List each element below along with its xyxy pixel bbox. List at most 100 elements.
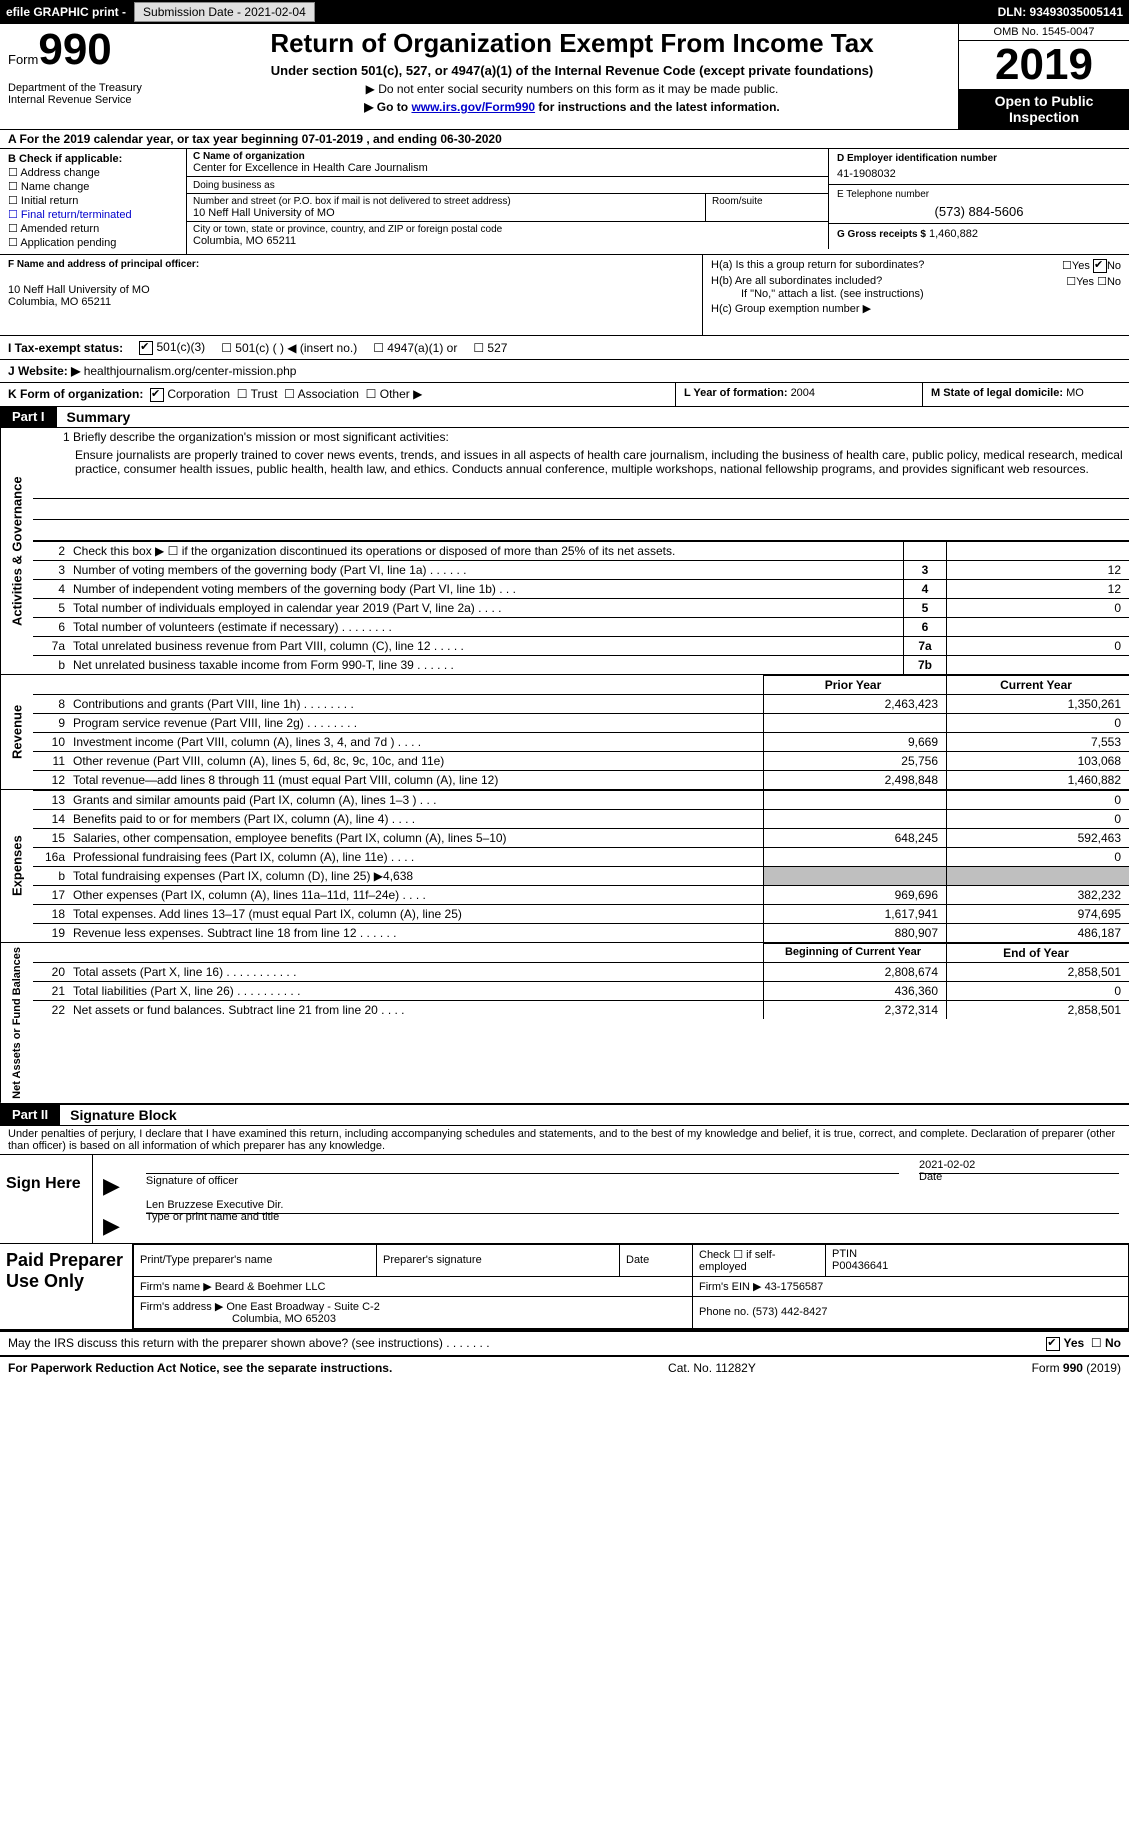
prep-check-hdr: Check ☐ if self-employed (693, 1244, 826, 1276)
chk-501c3[interactable] (139, 341, 153, 355)
row-m-label: M State of legal domicile: (931, 387, 1066, 399)
box-b: B Check if applicable: Address change Na… (0, 149, 187, 254)
chk-initial-return[interactable]: Initial return (8, 194, 178, 207)
box-c-name-label: C Name of organization (193, 151, 822, 162)
chk-final-return[interactable]: Final return/terminated (8, 208, 178, 221)
chk-application-pending[interactable]: Application pending (8, 236, 178, 249)
table-row: 6Total number of volunteers (estimate if… (33, 618, 1129, 637)
table-row: 13Grants and similar amounts paid (Part … (33, 791, 1129, 810)
form-header: Form990 Department of the Treasury Inter… (0, 24, 1129, 129)
city-label: City or town, state or province, country… (193, 224, 822, 235)
vtab-revenue: Revenue (0, 675, 33, 789)
part-2-header: Part II Signature Block (0, 1104, 1129, 1126)
table-row: 5Total number of individuals employed in… (33, 599, 1129, 618)
table-row: bTotal fundraising expenses (Part IX, co… (33, 867, 1129, 886)
table-header: Prior YearCurrent Year (33, 676, 1129, 695)
city-value: Columbia, MO 65211 (193, 235, 822, 247)
mission-text: Ensure journalists are properly trained … (33, 446, 1129, 478)
ssn-note: ▶ Do not enter social security numbers o… (192, 82, 952, 96)
section-b-c-d: B Check if applicable: Address change Na… (0, 148, 1129, 254)
table-row: 19Revenue less expenses. Subtract line 1… (33, 924, 1129, 943)
row-j-label: J Website: ▶ (8, 364, 80, 378)
submission-date-button[interactable]: Submission Date - 2021-02-04 (134, 2, 315, 22)
footer-right: Form 990 (2019) (1032, 1361, 1121, 1375)
row-k-label: K Form of organization: (8, 387, 143, 401)
form990-link[interactable]: www.irs.gov/Form990 (411, 100, 535, 114)
box-b-label: B Check if applicable: (8, 153, 122, 165)
street-value: 10 Neff Hall University of MO (193, 207, 699, 219)
h-b-answers: ☐Yes ☐No (1066, 275, 1121, 288)
state-domicile: MO (1066, 387, 1084, 399)
net-assets-section: Net Assets or Fund Balances Beginning of… (0, 943, 1129, 1104)
tax-year: 2019 (959, 41, 1129, 89)
h-b-question: H(b) Are all subordinates included? (711, 275, 882, 288)
table-row: 4Number of independent voting members of… (33, 580, 1129, 599)
discuss-row: May the IRS discuss this return with the… (0, 1331, 1129, 1355)
sign-here-label: Sign Here (0, 1155, 92, 1243)
h-a-question: H(a) Is this a group return for subordin… (711, 259, 924, 273)
table-row: 8Contributions and grants (Part VIII, li… (33, 695, 1129, 714)
firm-addr-cell: Firm's address ▶ One East Broadway - Sui… (134, 1296, 693, 1328)
goto-prefix: ▶ Go to (364, 100, 411, 114)
revenue-section: Revenue Prior YearCurrent Year8Contribut… (0, 675, 1129, 790)
ein-value: 41-1908032 (837, 168, 1121, 180)
vtab-expenses: Expenses (0, 790, 33, 942)
box-g-label: G Gross receipts $ (837, 229, 926, 240)
goto-note: ▶ Go to www.irs.gov/Form990 for instruct… (192, 100, 952, 114)
form-number: 990 (38, 25, 111, 74)
table-row: 22Net assets or fund balances. Subtract … (33, 1001, 1129, 1020)
form-word: Form (8, 52, 38, 67)
phone-value: (573) 884-5606 (837, 204, 1121, 219)
table-row: 21Total liabilities (Part X, line 26) . … (33, 982, 1129, 1001)
h-a-no-checkbox[interactable] (1093, 259, 1107, 273)
h-c-question: H(c) Group exemption number ▶ (711, 302, 1121, 315)
box-d-label: D Employer identification number (837, 153, 1121, 164)
table-row: 12Total revenue—add lines 8 through 11 (… (33, 771, 1129, 790)
section-f-h: F Name and address of principal officer:… (0, 254, 1129, 335)
expenses-section: Expenses 13Grants and similar amounts pa… (0, 790, 1129, 943)
table-row: 15Salaries, other compensation, employee… (33, 829, 1129, 848)
table-row: 7aTotal unrelated business revenue from … (33, 637, 1129, 656)
gross-receipts-value: 1,460,882 (929, 228, 978, 240)
chk-address-change[interactable]: Address change (8, 166, 178, 179)
net-assets-table: Beginning of Current YearEnd of Year20To… (33, 943, 1129, 1019)
chk-corporation[interactable] (150, 388, 164, 402)
expenses-table: 13Grants and similar amounts paid (Part … (33, 790, 1129, 942)
part-1-badge: Part I (0, 407, 57, 427)
table-row: 16aProfessional fundraising fees (Part I… (33, 848, 1129, 867)
row-k-l-m: K Form of organization: Corporation ☐ Tr… (0, 382, 1129, 406)
chk-amended-return[interactable]: Amended return (8, 222, 178, 235)
row-i-tax-status: I Tax-exempt status: 501(c)(3) ☐ 501(c) … (0, 335, 1129, 359)
dln-label: DLN: 93493035005141 (998, 5, 1123, 19)
table-row: 9Program service revenue (Part VIII, lin… (33, 714, 1129, 733)
row-j-website: J Website: ▶ healthjournalism.org/center… (0, 359, 1129, 382)
signature-field[interactable]: Signature of officer (146, 1173, 899, 1199)
prep-date-hdr: Date (620, 1244, 693, 1276)
table-row: 14Benefits paid to or for members (Part … (33, 810, 1129, 829)
signature-date: 2021-02-02 Date (919, 1173, 1119, 1199)
website-value: healthjournalism.org/center-mission.php (84, 364, 297, 378)
discuss-yes-checkbox[interactable] (1046, 1337, 1060, 1351)
omb-number: OMB No. 1545-0047 (959, 24, 1129, 41)
discuss-question: May the IRS discuss this return with the… (8, 1336, 1046, 1351)
table-row: 2Check this box ▶ ☐ if the organization … (33, 542, 1129, 561)
officer-line3: Columbia, MO 65211 (8, 296, 694, 308)
footer-mid: Cat. No. 11282Y (668, 1361, 756, 1375)
table-row: 18Total expenses. Add lines 13–17 (must … (33, 905, 1129, 924)
row-l-label: L Year of formation: (684, 387, 791, 399)
goto-suffix: for instructions and the latest informat… (535, 100, 780, 114)
officer-line2: 10 Neff Hall University of MO (8, 284, 694, 296)
governance-table: 2Check this box ▶ ☐ if the organization … (33, 541, 1129, 674)
mission-blank3 (33, 520, 1129, 541)
org-name: Center for Excellence in Health Care Jou… (193, 162, 822, 174)
chk-name-change[interactable]: Name change (8, 180, 178, 193)
part-2-title: Signature Block (60, 1105, 187, 1125)
footer-left: For Paperwork Reduction Act Notice, see … (8, 1361, 392, 1375)
open-inspection-label: Open to Public Inspection (959, 89, 1129, 129)
revenue-table: Prior YearCurrent Year8Contributions and… (33, 675, 1129, 789)
top-bar: efile GRAPHIC print - Submission Date - … (0, 0, 1129, 24)
prep-sig-hdr: Preparer's signature (377, 1244, 620, 1276)
dba-label: Doing business as (193, 180, 275, 191)
prep-ptin-cell: PTINP00436641 (826, 1244, 1129, 1276)
table-row: 17Other expenses (Part IX, column (A), l… (33, 886, 1129, 905)
